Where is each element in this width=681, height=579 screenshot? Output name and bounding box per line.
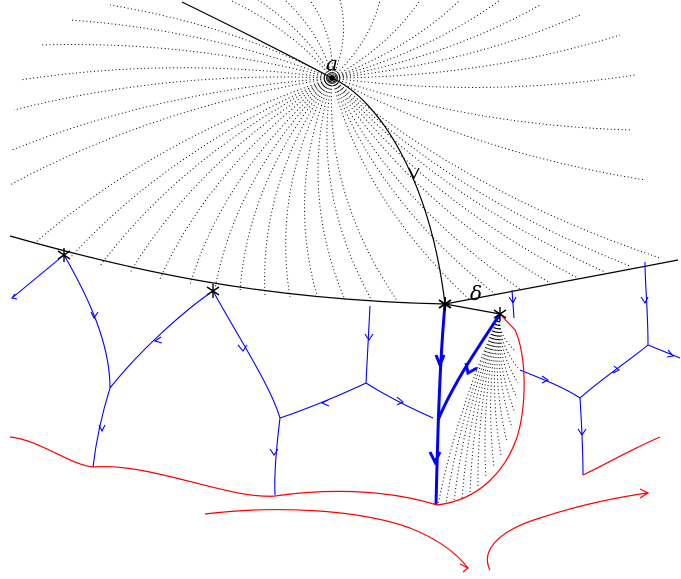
blue-366-to-433 xyxy=(365,382,434,419)
red-curves xyxy=(9,313,661,573)
lens-trajectory xyxy=(490,313,501,468)
dotted-trajectory xyxy=(331,0,461,79)
dotted-trajectory xyxy=(69,19,333,79)
blue-right-down xyxy=(579,397,584,476)
black-curves xyxy=(9,1,679,315)
dotted-trajectory xyxy=(331,77,606,273)
blue-thick-diag xyxy=(436,313,502,421)
dotted-trajectory xyxy=(331,77,579,279)
lens-trajectory xyxy=(499,313,519,369)
dotted-trajectory xyxy=(331,74,636,88)
dotted-trajectory xyxy=(331,77,633,131)
dotted-trajectory xyxy=(239,77,333,293)
star-marker-3 xyxy=(438,297,452,311)
blue-213-down xyxy=(212,290,281,419)
top-curve xyxy=(181,1,333,79)
blue-curves xyxy=(11,254,681,506)
lens-trajectory xyxy=(496,313,508,443)
blue-far-right xyxy=(644,261,649,346)
dotted-trajectory xyxy=(331,14,581,79)
blue-arrows xyxy=(11,293,675,466)
delta-segment xyxy=(444,303,501,315)
source-point-a xyxy=(329,75,335,81)
dotted-trajectory xyxy=(331,77,521,290)
dotted-trajectory xyxy=(317,77,346,301)
dotted-trajectory xyxy=(331,77,551,284)
blue-left-down xyxy=(63,254,111,389)
dotted-trajectory xyxy=(331,34,621,79)
blue-exit-right xyxy=(647,344,681,359)
dotted-trajectory xyxy=(11,77,333,151)
dotted-trajectory xyxy=(331,77,646,181)
star-marker-2 xyxy=(206,284,220,298)
lens-trajectory xyxy=(499,313,518,399)
blue-right-up xyxy=(579,344,649,399)
dotted-trajectory xyxy=(331,77,661,259)
dotted-trajectory xyxy=(9,77,333,186)
lens-trajectory xyxy=(498,313,517,353)
dotted-trajectory xyxy=(331,0,501,79)
lens-trajectory xyxy=(437,313,501,506)
dotted-trajectory xyxy=(331,77,471,301)
lens-trajectory xyxy=(498,313,513,429)
dotted-trajectory xyxy=(129,77,333,274)
blue-left-exit xyxy=(11,254,65,299)
dotted-fan-trajectories xyxy=(9,0,661,303)
arrow-on-separatrix xyxy=(408,167,420,180)
dotted-trajectory xyxy=(69,77,333,259)
blue-to-213 xyxy=(109,290,214,389)
blue-left-bottom xyxy=(92,387,111,468)
lens-trajectory xyxy=(484,313,501,479)
label-delta: δ xyxy=(470,281,482,305)
dotted-trajectory xyxy=(331,77,496,295)
star-marker-4 xyxy=(493,307,507,321)
dotted-trajectory xyxy=(19,67,333,81)
dotted-trajectory xyxy=(264,77,333,296)
dotted-trajectory xyxy=(330,77,399,303)
dotted-trajectory xyxy=(331,77,631,267)
dotted-trajectory xyxy=(285,77,333,298)
blue-366-up xyxy=(365,305,371,384)
dotted-trajectory xyxy=(39,44,333,79)
dotted-trajectory xyxy=(331,0,421,79)
dotted-trajectory xyxy=(109,4,333,79)
blue-280-to-366 xyxy=(279,382,367,419)
dotted-trajectory xyxy=(304,77,333,300)
dotted-trajectory xyxy=(229,0,333,79)
lens-trajectory xyxy=(499,313,519,384)
red-upper xyxy=(9,313,525,506)
label-a: a xyxy=(326,51,338,75)
lens-trajectory xyxy=(494,313,502,456)
separatrix-a-to-critical xyxy=(331,77,446,305)
horizon-curve xyxy=(9,235,446,305)
dotted-trajectory xyxy=(13,76,333,111)
red-lower-right xyxy=(486,492,649,571)
dotted-trajectory xyxy=(331,0,381,79)
lens-trajectory xyxy=(469,313,501,495)
critical-points xyxy=(57,69,507,321)
red-lower-left xyxy=(204,509,469,569)
blue-280-down xyxy=(274,417,281,496)
dotted-trajectory xyxy=(99,77,333,267)
lens-dotted-fan xyxy=(437,313,519,506)
dotted-trajectory xyxy=(214,77,333,290)
dotted-trajectory xyxy=(159,77,333,280)
star-marker-1 xyxy=(57,248,71,262)
dotted-trajectory xyxy=(257,0,333,79)
dotted-trajectory xyxy=(284,0,333,79)
dotted-trajectory xyxy=(326,77,373,302)
blue-right-top xyxy=(511,289,515,319)
dotted-trajectory xyxy=(331,0,345,79)
red-right xyxy=(582,436,661,476)
right-horizon-curve xyxy=(444,259,679,305)
blue-thick-down xyxy=(434,303,447,506)
dotted-trajectory xyxy=(189,77,333,286)
lens-trajectory xyxy=(498,313,516,414)
blue-right-mid xyxy=(519,369,581,399)
